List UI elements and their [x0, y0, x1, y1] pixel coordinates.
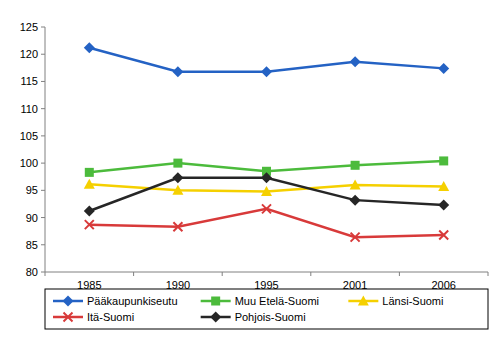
- legend-marker: [358, 296, 369, 306]
- plot-area: [84, 42, 449, 241]
- x-tick: [222, 272, 223, 276]
- y-axis: [45, 27, 46, 272]
- y-tick-label: 110: [20, 103, 38, 115]
- y-tick-label: 90: [26, 212, 38, 224]
- chart: 8085909510010511011512012519851990199520…: [0, 0, 496, 360]
- y-tick: [41, 27, 45, 28]
- data-point: [172, 66, 183, 77]
- data-point: [84, 179, 95, 189]
- y-tick-label: 115: [20, 75, 38, 87]
- data-point: [261, 172, 272, 183]
- legend-label: Länsi-Suomi: [382, 295, 443, 307]
- y-tick: [41, 190, 45, 191]
- y-tick: [41, 54, 45, 55]
- data-point: [350, 179, 361, 189]
- y-tick-label: 120: [20, 48, 38, 60]
- y-tick: [41, 272, 45, 273]
- data-point: [438, 181, 449, 191]
- legend-box: [45, 289, 488, 329]
- y-tick-label: 100: [20, 157, 38, 169]
- y-tick-label: 95: [26, 184, 38, 196]
- y-tick: [41, 163, 45, 164]
- x-tick: [399, 272, 400, 276]
- data-point: [438, 63, 449, 74]
- legend-label: Pääkaupunkiseutu: [87, 295, 178, 307]
- data-point: [262, 204, 271, 213]
- legend-marker: [64, 313, 73, 322]
- data-point: [84, 42, 95, 53]
- x-tick: [310, 272, 311, 276]
- legend-marker: [210, 312, 221, 323]
- x-tick: [133, 272, 134, 276]
- data-point: [85, 168, 94, 177]
- legend-marker: [63, 296, 74, 307]
- data-point: [351, 233, 360, 242]
- y-tick-label: 125: [20, 21, 38, 33]
- data-point: [351, 161, 360, 170]
- y-tick-label: 80: [26, 266, 38, 278]
- data-point: [84, 206, 95, 217]
- data-point: [261, 186, 272, 196]
- y-tick: [41, 108, 45, 109]
- x-tick: [45, 272, 46, 276]
- legend-label: Pohjois-Suomi: [235, 311, 306, 323]
- legend-label: Itä-Suomi: [87, 311, 134, 323]
- data-point: [85, 220, 94, 229]
- y-tick: [41, 135, 45, 136]
- y-tick-label: 105: [20, 130, 38, 142]
- y-tick: [41, 81, 45, 82]
- data-point: [172, 185, 183, 195]
- data-point: [439, 230, 448, 239]
- data-point: [350, 195, 361, 206]
- x-tick: [488, 272, 489, 276]
- data-point: [438, 200, 449, 211]
- data-point: [350, 56, 361, 67]
- data-point: [173, 159, 182, 168]
- y-tick-label: 85: [26, 239, 38, 251]
- y-tick: [41, 244, 45, 245]
- legend: Pääkaupunkiseutu Muu Etelä-Suomi Länsi-Suo…: [45, 289, 488, 329]
- legend-label: Muu Etelä-Suomi: [235, 295, 319, 307]
- data-point: [261, 66, 272, 77]
- data-point: [439, 156, 448, 165]
- data-point: [172, 172, 183, 183]
- series-line: [89, 209, 443, 237]
- y-tick: [41, 217, 45, 218]
- legend-marker: [211, 297, 220, 306]
- data-point: [173, 222, 182, 231]
- x-axis: [45, 272, 488, 273]
